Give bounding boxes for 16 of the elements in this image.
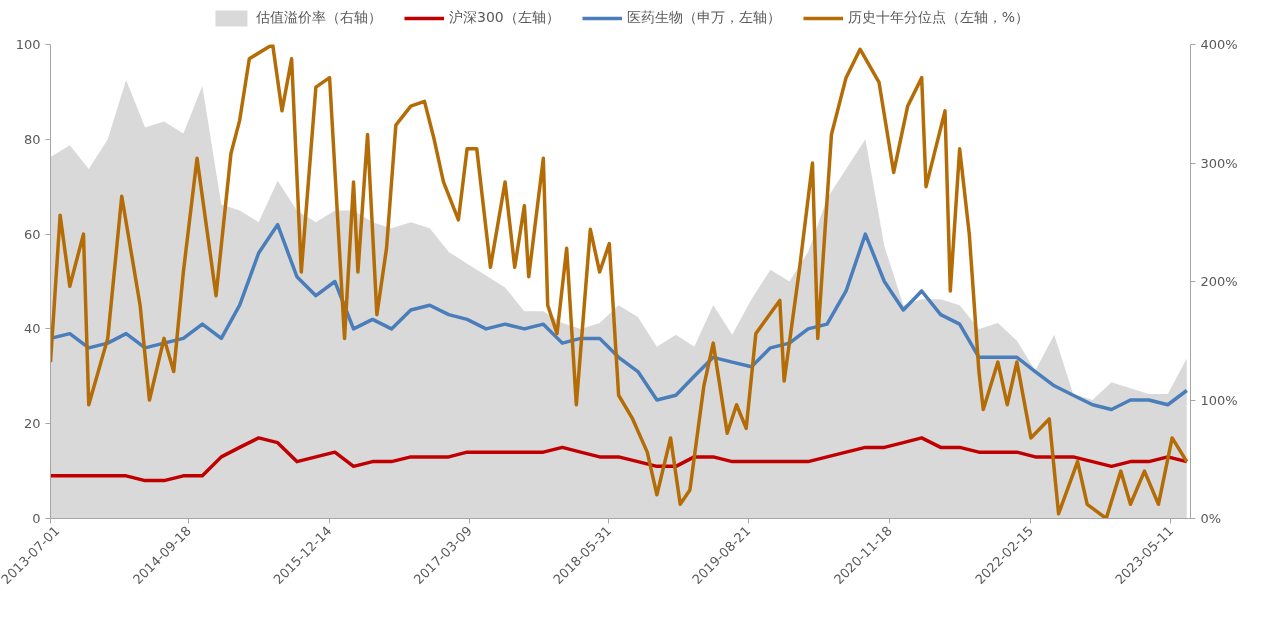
y2-tick-label: 200% [1200,274,1238,289]
legend-label: 估值溢价率（右轴） [255,9,382,27]
y2-tick-label: 100% [1200,392,1238,408]
y-tick-label: 20 [23,416,41,432]
y2-tick-label: 0% [1200,511,1222,526]
y-tick-label: 60 [23,226,41,242]
legend-label: 医药生物（申万，左轴） [626,9,781,27]
legend-label: 沪深300（左轴） [448,9,560,27]
y-tick-label: 0 [32,511,41,526]
y2-tick-label: 300% [1200,155,1238,171]
y2-tick-label: 400% [1200,37,1238,52]
legend-label: 历史十年分位点（左轴，%） [847,9,1030,27]
line-series [50,436,1189,483]
y-tick-label: 40 [23,321,41,337]
y-tick-label: 100 [15,37,41,52]
y-tick-label: 80 [23,131,41,147]
